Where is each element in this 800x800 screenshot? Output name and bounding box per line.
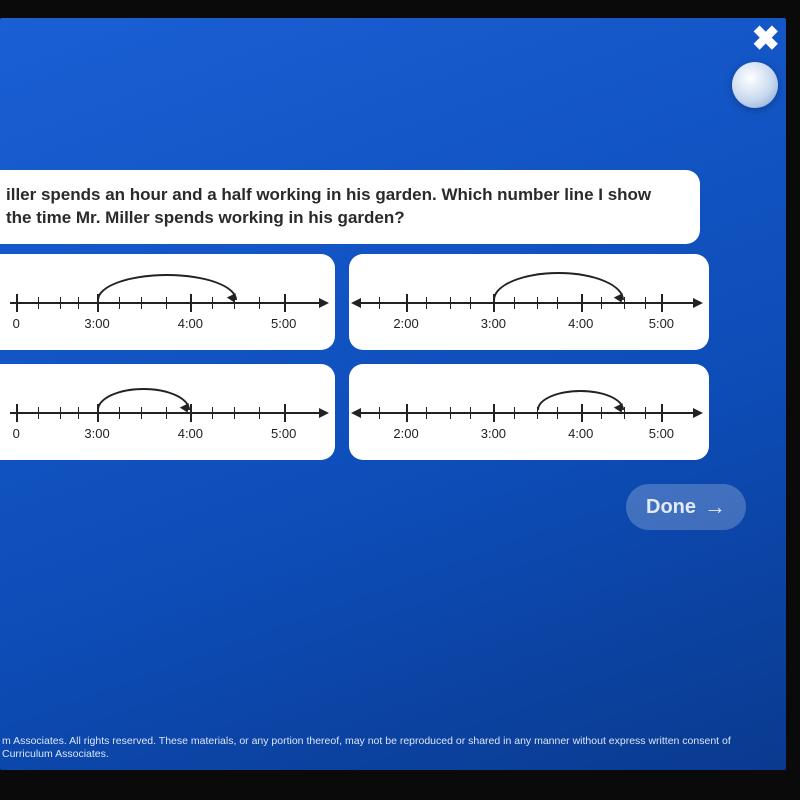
loading-spinner-icon [732,62,778,108]
time-hop-arc [97,274,237,300]
tick-minor [259,407,260,419]
tick-label: 5:00 [271,426,296,441]
done-button[interactable]: Done → [626,484,746,530]
answer-option-B[interactable]: 2:00 3:00 4:00 5:00 [349,254,709,350]
tick-minor [514,407,515,419]
tick-label: 2:00 [393,316,418,331]
number-line: 03:004:005:00 [10,302,321,303]
tick-major [16,404,18,422]
close-icon[interactable]: ✖ [752,22,781,56]
tick-label: 4:00 [568,316,593,331]
tick-label: 3:00 [84,426,109,441]
tick-major [284,404,286,422]
number-line: 03:004:005:00 [10,412,321,413]
tick-major [406,404,408,422]
tick-label: 2:00 [393,426,418,441]
time-hop-arc [493,272,624,300]
tick-minor [212,407,213,419]
tick-minor [60,407,61,419]
done-label: Done [646,496,696,519]
axis-arrow-right-icon [693,298,703,308]
number-line: 2:003:004:005:00 [359,412,695,413]
tick-minor [470,407,471,419]
answer-option-D[interactable]: 2:00 3:00 4:00 5:00 [349,364,709,460]
tick-minor [379,297,380,309]
tick-label: 3:00 [84,316,109,331]
tick-minor [38,297,39,309]
tick-minor [78,407,79,419]
tick-label: 5:00 [271,316,296,331]
axis-arrow-left-icon [351,298,361,308]
tick-major [16,294,18,312]
tick-minor [645,407,646,419]
number-line: 2:003:004:005:00 [359,302,695,303]
question-card: iller spends an hour and a half working … [0,170,700,244]
tick-minor [426,407,427,419]
tick-minor [234,407,235,419]
tick-major [661,294,663,312]
tick-label: 4:00 [178,316,203,331]
time-hop-arc [97,388,190,410]
tick-major [406,294,408,312]
tick-minor [38,407,39,419]
tick-minor [426,297,427,309]
tick-major [661,404,663,422]
answer-option-A[interactable]: 0 3:00 4:00 5:00 [0,254,335,350]
tick-label: 4:00 [178,426,203,441]
tick-label: 5:00 [649,426,674,441]
tick-label: 3:00 [481,316,506,331]
tick-label: 0 [13,426,20,441]
axis-arrow-left-icon [351,408,361,418]
tick-minor [78,297,79,309]
copyright-text: m Associates. All rights reserved. These… [2,735,782,762]
tick-minor [60,297,61,309]
app-screen: ✖ iller spends an hour and a half workin… [0,18,786,770]
axis-arrow-right-icon [319,408,329,418]
tick-label: 0 [13,316,20,331]
tick-major [284,294,286,312]
tick-minor [259,297,260,309]
tick-major [493,404,495,422]
answer-option-C[interactable]: 0 3:00 4:00 5:00 [0,364,335,460]
tick-minor [450,407,451,419]
tick-minor [645,297,646,309]
axis-arrow-right-icon [319,298,329,308]
arrow-right-icon: → [704,494,726,520]
time-hop-arc [537,390,624,410]
axis-arrow-right-icon [693,408,703,418]
question-text: iller spends an hour and a half working … [6,185,651,227]
answer-options-grid: 0 3:00 4:00 5:00 2:00 3:00 4:00 5:00 0 3:00 4:00 5:… [0,254,724,460]
tick-label: 3:00 [481,426,506,441]
tick-minor [379,407,380,419]
tick-label: 4:00 [568,426,593,441]
tick-minor [450,297,451,309]
tick-label: 5:00 [649,316,674,331]
tick-minor [470,297,471,309]
